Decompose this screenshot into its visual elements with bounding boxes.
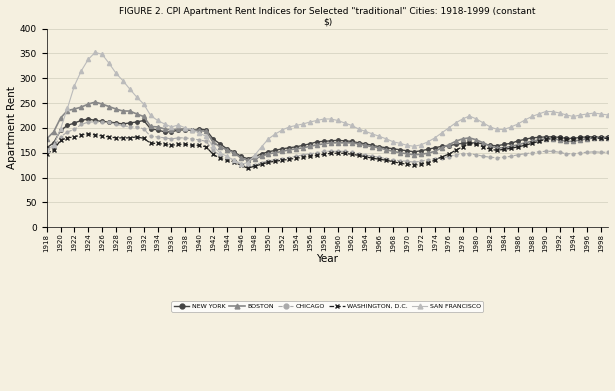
X-axis label: Year: Year bbox=[316, 255, 338, 264]
Y-axis label: Apartment Rent: Apartment Rent bbox=[7, 86, 17, 169]
Legend: NEW YORK, BOSTON, CHICAGO, WASHINGTON, D.C., SAN FRANCISCO: NEW YORK, BOSTON, CHICAGO, WASHINGTON, D… bbox=[172, 301, 483, 312]
Title: FIGURE 2. CPI Apartment Rent Indices for Selected "traditional" Cities: 1918-199: FIGURE 2. CPI Apartment Rent Indices for… bbox=[119, 7, 536, 26]
